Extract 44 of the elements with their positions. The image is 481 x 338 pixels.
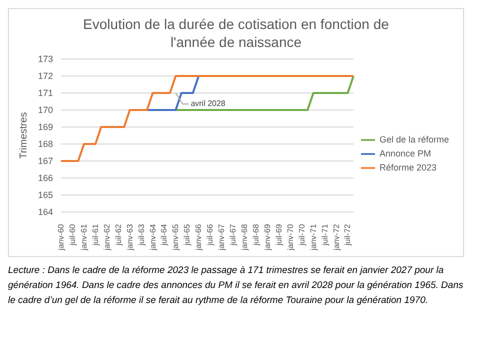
legend-label: Gel de la réforme: [379, 134, 449, 144]
x-tick-label: janv-63: [125, 223, 134, 252]
line-series: [60, 75, 354, 162]
y-tick-label: 170: [38, 105, 53, 116]
x-tick-label: juil-64: [160, 223, 169, 246]
y-tick-label: 168: [38, 139, 53, 150]
x-tick-label: janv-68: [240, 223, 250, 252]
x-tick-label: janv-61: [79, 223, 88, 252]
x-tick-label: janv-70: [286, 223, 295, 252]
x-tick-label: juil-70: [297, 223, 306, 246]
legend-label: Réforme 2023: [379, 162, 437, 172]
x-tick-label: janv-69: [262, 223, 272, 252]
x-tick-label: juil-72: [343, 223, 352, 246]
x-tick-label: juil-66: [206, 223, 215, 246]
x-tick-label: juil-69: [274, 223, 284, 246]
y-tick-label: 167: [38, 156, 53, 166]
x-tick-label: janv-64: [148, 223, 158, 252]
x-tick-label: juil-67: [228, 223, 238, 246]
x-tick-label: janv-65: [171, 223, 180, 252]
legend-label: Annonce PM: [379, 148, 431, 158]
y-axis-title: Trimestres: [18, 112, 30, 159]
annotation: avril 2028: [190, 99, 226, 108]
y-tick-label: 172: [38, 71, 53, 82]
y-tick-label: 165: [38, 190, 53, 200]
x-tick-label: janv-67: [217, 223, 226, 252]
x-tick-label: janv-60: [56, 223, 66, 252]
y-tick-label: 164: [38, 207, 53, 218]
x-tick-label: juil-68: [251, 223, 260, 246]
chart-title: Evolution de la durée de cotisation en fonction de l'année de naissance: [82, 15, 390, 51]
x-tick-label: janv-71: [308, 223, 318, 252]
y-tick-label: 171: [38, 88, 53, 98]
x-tick-label: juil-62: [114, 223, 123, 246]
x-tick-label: juil-65: [182, 223, 192, 246]
text: Lecture : Dans le cadre de la réforme 2023 le passage à 171 trimestres se ferait en janvier 2027 pour la génération 1964. Dans le cadre des annonces du PM il se ferait en avril 2028 pour la génération 1965. Dans le cadre d’un gel de la réforme il se ferait au rythme de la réforme Touraine pour la génération 1970.: [8, 264, 464, 308]
x-tick-label: juil-61: [90, 223, 100, 246]
x-tick-label: juil-60: [68, 223, 77, 246]
x-tick-label: juil-63: [136, 223, 146, 246]
x-tick-label: janv-72: [332, 223, 341, 252]
x-tick-label: janv-62: [102, 223, 112, 252]
y-tick-label: 166: [38, 173, 53, 184]
y-tick-label: 169: [38, 122, 53, 132]
x-tick-label: juil-71: [320, 223, 330, 246]
x-tick-label: janv-66: [194, 223, 204, 252]
y-tick-label: 173: [38, 54, 53, 64]
